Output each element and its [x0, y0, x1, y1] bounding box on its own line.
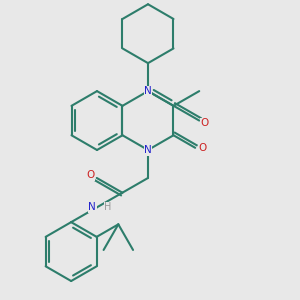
Text: N: N [144, 145, 152, 155]
Text: O: O [86, 170, 94, 180]
Text: O: O [200, 118, 209, 128]
Text: N: N [144, 86, 152, 96]
Text: N: N [88, 202, 96, 212]
Text: H: H [104, 202, 112, 212]
Text: O: O [198, 143, 207, 153]
